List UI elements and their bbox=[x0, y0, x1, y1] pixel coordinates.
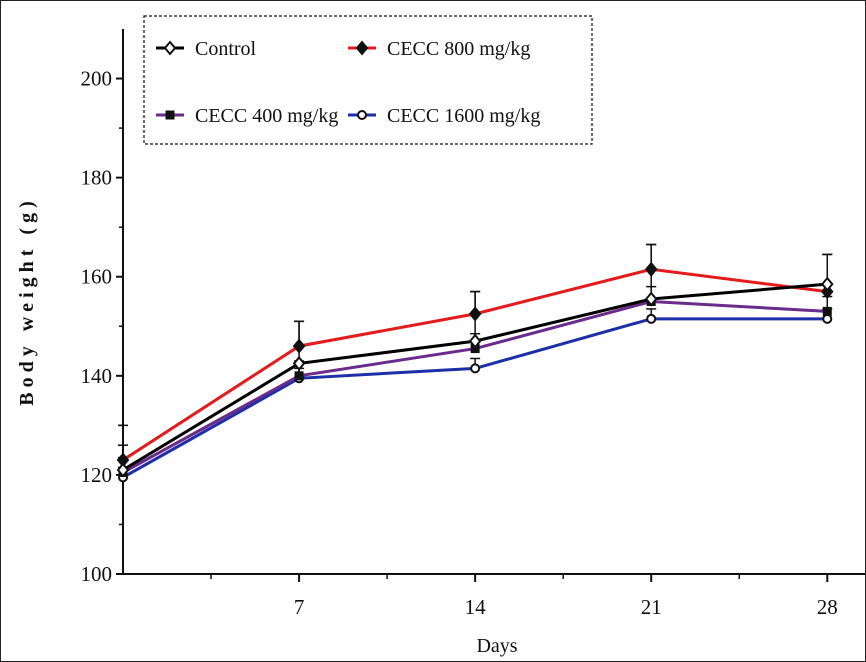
data-point bbox=[822, 306, 832, 316]
data-point bbox=[820, 276, 834, 292]
y-tick-label: 160 bbox=[81, 265, 113, 289]
series-cecc-800-mg-kg bbox=[116, 243, 834, 468]
x-tick-label: 14 bbox=[465, 595, 487, 619]
data-point bbox=[822, 313, 833, 324]
legend-marker bbox=[163, 40, 177, 56]
axes: 100 120 140 160 180 200 7 14 21 28 Days Body weight… bbox=[16, 29, 865, 657]
x-tick-label: 7 bbox=[294, 595, 305, 619]
legend-marker bbox=[165, 110, 175, 120]
legend-entry: CECC 800 mg/kg bbox=[348, 38, 530, 60]
legend-entry: CECC 400 mg/kg bbox=[156, 105, 338, 127]
y-tick-label: 140 bbox=[81, 364, 113, 388]
x-axis-title: Days bbox=[476, 635, 517, 657]
legend-label: CECC 1600 mg/kg bbox=[387, 105, 540, 127]
legend-box bbox=[143, 15, 593, 145]
legend: Control CECC 800 mg/kg CECC 400 mg/kg CECC … bbox=[143, 15, 593, 145]
y-tick-label: 100 bbox=[81, 562, 113, 586]
data-point bbox=[468, 333, 482, 349]
data-point bbox=[116, 462, 130, 478]
y-axis-title: Body weight (g) bbox=[16, 196, 38, 405]
y-tick-label: 180 bbox=[81, 166, 113, 190]
data-point bbox=[294, 371, 304, 381]
x-tick-label: 21 bbox=[641, 595, 662, 619]
series-layer bbox=[116, 243, 834, 483]
legend-label: CECC 800 mg/kg bbox=[387, 38, 530, 60]
legend-label: Control bbox=[195, 38, 257, 60]
legend-marker bbox=[355, 40, 369, 56]
x-tick-label: 28 bbox=[817, 595, 838, 619]
y-tick-label: 120 bbox=[81, 463, 113, 487]
legend-entry: Control bbox=[156, 38, 257, 60]
data-point bbox=[644, 291, 658, 307]
series-control bbox=[116, 243, 834, 478]
data-point bbox=[646, 313, 657, 324]
legend-label: CECC 400 mg/kg bbox=[195, 105, 338, 127]
y-tick-label: 200 bbox=[81, 67, 113, 91]
data-point bbox=[292, 355, 306, 371]
legend-entry: CECC 1600 mg/kg bbox=[348, 105, 540, 127]
legend-marker bbox=[357, 110, 367, 120]
data-point bbox=[470, 363, 481, 374]
